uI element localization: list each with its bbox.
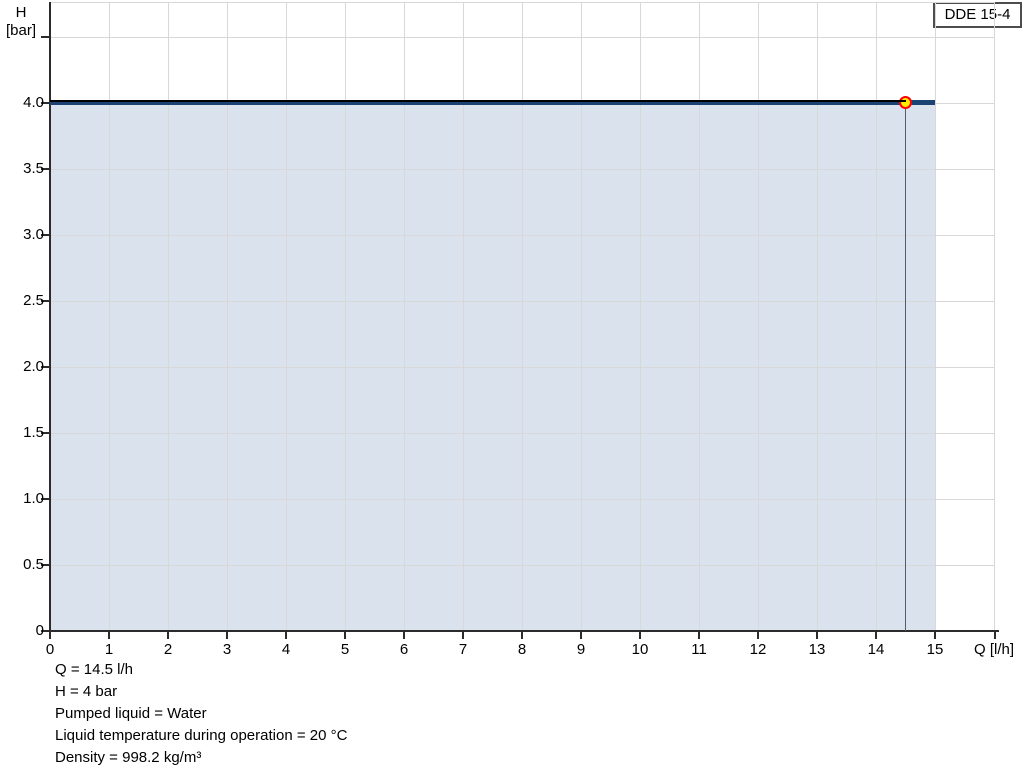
v-gridline [286,2,287,631]
v-gridline [227,2,228,631]
y-tick-label: 0 [35,622,44,639]
y-tick-label: 3.0 [23,226,44,243]
v-gridline [935,2,936,631]
x-axis-tick [108,631,110,639]
x-tick-label: 8 [517,641,527,658]
x-tick-label: 1 [104,641,114,658]
x-axis-tick [403,631,405,639]
v-gridline [168,2,169,631]
x-axis-tick [285,631,287,639]
x-axis-tick [994,631,997,639]
x-axis-tick [49,631,51,639]
y-tick-label: 3.5 [23,160,44,177]
y-axis-tick [41,366,50,368]
x-axis-tick [934,631,936,639]
y-tick-label: 1.0 [23,490,44,507]
x-tick-label: 10 [631,641,649,658]
v-gridline [817,2,818,631]
x-axis-tick [698,631,700,639]
y-axis-title-symbol: H [15,4,27,21]
y-tick-label: 2.0 [23,358,44,375]
y-axis-title-unit: [bar] [5,21,36,39]
v-gridline [581,2,582,631]
x-axis-tick [757,631,759,639]
v-gridline [758,2,759,631]
annotation-line: Pumped liquid = Water [55,705,207,722]
plot-border-right [994,2,995,631]
y-axis-tick [41,498,50,500]
v-gridline [522,2,523,631]
y-axis-title: H [bar] [0,4,42,39]
x-tick-label: 0 [45,641,55,658]
x-axis-tick [167,631,169,639]
x-axis-tick [875,631,877,639]
v-gridline [345,2,346,631]
y-axis-tick [41,630,50,632]
chart-title: DDE 15-4 [944,6,1011,23]
x-axis-tick [816,631,818,639]
x-axis-tick [462,631,464,639]
v-gridline [876,2,877,631]
operating-point-marker [899,96,912,109]
x-tick-label: 15 [926,641,944,658]
chart-title-box: DDE 15-4 [933,2,1022,28]
y-axis-tick [41,564,50,566]
y-axis-tick [41,102,50,104]
x-axis-tick [639,631,641,639]
x-axis-tick [226,631,228,639]
v-gridline [109,2,110,631]
x-axis-tick [344,631,346,639]
x-axis-tick [521,631,523,639]
x-tick-label: 4 [281,641,291,658]
annotation-line: Density = 998.2 kg/m³ [55,749,202,766]
v-gridline [699,2,700,631]
x-axis-tick [580,631,582,639]
x-tick-label: 11 [691,641,707,658]
x-tick-label: 12 [749,641,767,658]
x-tick-label: 5 [340,641,350,658]
annotation-block: Q = 14.5 l/h H = 4 bar Pumped liquid = Wat… [55,659,347,769]
y-axis-tick [41,234,50,236]
y-tick-label: 2.5 [23,292,44,309]
y-axis-tick [41,168,50,170]
v-gridline [463,2,464,631]
y-tick-label: 4.0 [23,94,44,111]
y-axis-tick [41,36,50,38]
rated-curve-line [50,100,906,102]
x-tick-label: 9 [576,641,586,658]
x-tick-label: 2 [163,641,173,658]
x-tick-label: 7 [458,641,468,658]
x-tick-label: 6 [399,641,409,658]
y-tick-label: 1.5 [23,424,44,441]
x-tick-label: 3 [222,641,232,658]
annotation-line: Q = 14.5 l/h [55,661,133,678]
y-axis-tick [41,432,50,434]
v-gridline [404,2,405,631]
x-axis-line [48,630,999,632]
y-axis-line [48,2,51,631]
v-gridline [640,2,641,631]
operating-point-drop-line [904,105,907,631]
annotation-line: H = 4 bar [55,683,118,700]
pump-curve-line [50,100,935,105]
x-axis-title: Q [l/h] [973,641,1014,658]
plot-border-top [50,2,995,3]
annotation-line: Liquid temperature during operation = 20… [55,727,348,744]
x-tick-label: 13 [808,641,826,658]
y-tick-label: 0.5 [23,556,44,573]
y-axis-tick [41,300,50,302]
x-tick-label: 14 [867,641,885,658]
